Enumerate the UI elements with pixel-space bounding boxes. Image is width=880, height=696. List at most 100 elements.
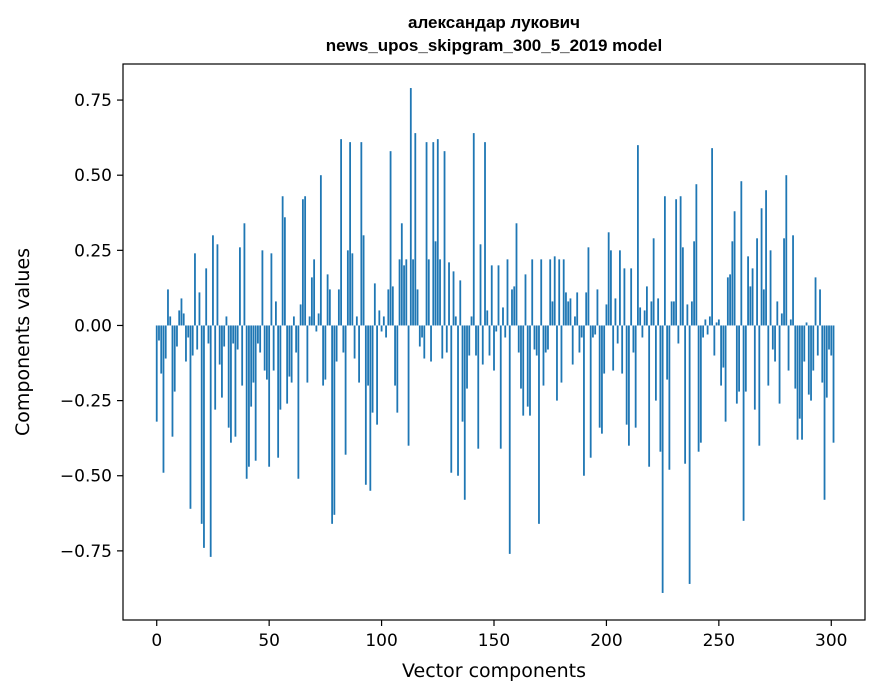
bar-266 [753,325,756,410]
bar-143 [477,325,480,449]
bar-170 [538,325,540,524]
bar-162 [520,325,522,389]
bar-165 [526,325,529,407]
bar-130 [448,262,450,326]
bar-122 [430,325,432,362]
bar-296 [821,325,824,383]
bar-42 [250,325,253,407]
bar-36 [236,325,239,350]
bar-134 [457,325,459,476]
bar-261 [742,325,745,521]
bar-64 [299,304,302,326]
bar-252 [722,325,725,368]
bar-75 [324,325,327,380]
bar-194 [592,325,594,338]
bar-113 [409,88,412,326]
bar-236 [686,304,689,326]
bar-264 [749,286,752,326]
bar-37 [239,247,241,326]
bar-137 [463,325,466,500]
bar-94 [367,325,369,386]
bar-54 [277,325,280,458]
bar-33 [230,325,232,443]
bar-142 [475,325,477,356]
bar-277 [778,325,781,404]
bar-127 [441,325,444,359]
bar-76 [326,274,329,326]
bar-235 [684,325,687,464]
bar-288 [803,325,806,362]
bar-12 [182,313,185,326]
bar-247 [711,148,713,326]
bar-183 [567,301,570,326]
bar-237 [688,325,691,584]
bar-246 [708,316,711,326]
bar-228 [668,325,671,470]
bar-106 [394,325,396,386]
bar-144 [479,244,482,326]
y-tick-label: −0.25 [60,392,112,412]
bar-163 [522,325,525,416]
bar-294 [816,325,819,356]
bar-150 [493,325,495,371]
bar-126 [439,259,441,326]
x-tick-label: 0 [151,631,162,651]
bar-281 [787,325,790,371]
x-tick-label: 200 [590,631,622,651]
bar-138 [466,325,468,389]
bar-192 [587,247,590,326]
bar-250 [717,319,720,326]
bar-128 [443,151,446,326]
bar-259 [738,325,740,392]
bar-60 [290,325,293,383]
bar-18 [196,325,199,350]
bar-201 [607,232,610,326]
bar-189 [580,325,583,338]
x-axis-ticks: 0 50 100 150 200 250 300 [151,620,847,651]
bar-63 [297,325,300,479]
bar-208 [623,268,626,326]
bar-48 [263,325,266,371]
bar-23 [207,325,210,344]
bar-182 [565,292,567,326]
y-tick-label: 0.00 [74,316,112,336]
bar-61 [292,316,295,326]
bar-251 [720,325,722,386]
bar-118 [421,325,423,338]
bar-129 [445,325,448,353]
bar-166 [529,325,531,416]
bar-87 [351,253,354,326]
bar-101 [382,316,385,326]
chart-title-line-1: александар лукович [408,13,580,32]
bar-135 [459,280,462,326]
bar-110 [403,265,405,326]
bar-249 [715,322,718,326]
bar-88 [353,325,356,359]
bar-148 [488,325,491,356]
bar-171 [540,259,543,326]
bar-70 [313,259,316,326]
bar-21 [203,325,205,548]
bar-98 [376,325,378,425]
bar-159 [513,286,516,326]
x-tick-label: 300 [815,631,847,651]
y-tick-label: −0.50 [60,467,112,487]
bar-152 [497,265,500,326]
bar-254 [726,277,729,326]
bar-58 [286,325,289,404]
bar-209 [625,325,628,425]
bar-290 [807,325,810,395]
bar-161 [517,325,520,353]
bar-109 [400,223,403,326]
bar-120 [425,142,428,326]
bar-96 [371,325,374,413]
bar-217 [643,310,646,326]
bar-103 [387,289,390,326]
bar-154 [502,307,504,326]
bar-257 [733,211,736,326]
bar-121 [427,259,430,326]
bar-265 [751,268,754,326]
bar-291 [810,325,812,401]
bar-102 [385,325,387,338]
bar-195 [594,325,597,335]
